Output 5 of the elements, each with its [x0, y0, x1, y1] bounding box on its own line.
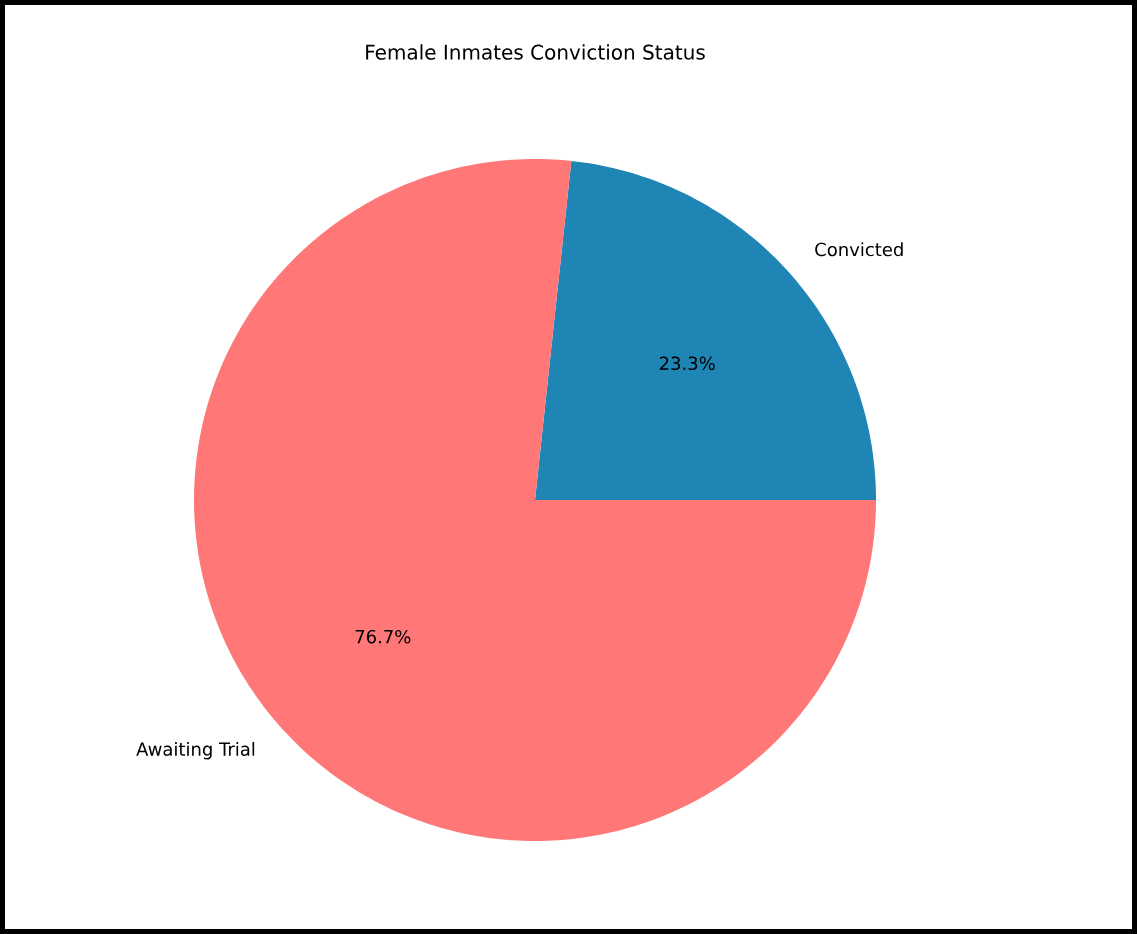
slice-label: Awaiting Trial — [136, 741, 255, 760]
chart-title: Female Inmates Conviction Status — [366, 44, 705, 60]
slice-label: Convicted — [815, 242, 903, 257]
data-label: 23.3% — [659, 356, 715, 371]
data-label: 76.7% — [355, 629, 411, 644]
